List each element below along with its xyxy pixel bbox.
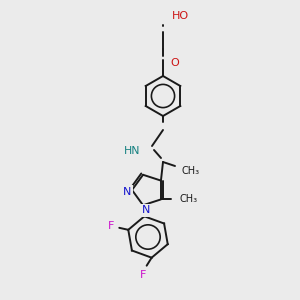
Text: N: N xyxy=(123,187,131,197)
Text: O: O xyxy=(170,58,179,68)
Text: F: F xyxy=(108,221,115,231)
Text: CH₃: CH₃ xyxy=(181,166,199,176)
Text: N: N xyxy=(142,205,150,215)
Text: CH₃: CH₃ xyxy=(180,194,198,204)
Text: HO: HO xyxy=(172,11,189,21)
Text: HN: HN xyxy=(124,146,140,156)
Text: F: F xyxy=(140,270,146,280)
